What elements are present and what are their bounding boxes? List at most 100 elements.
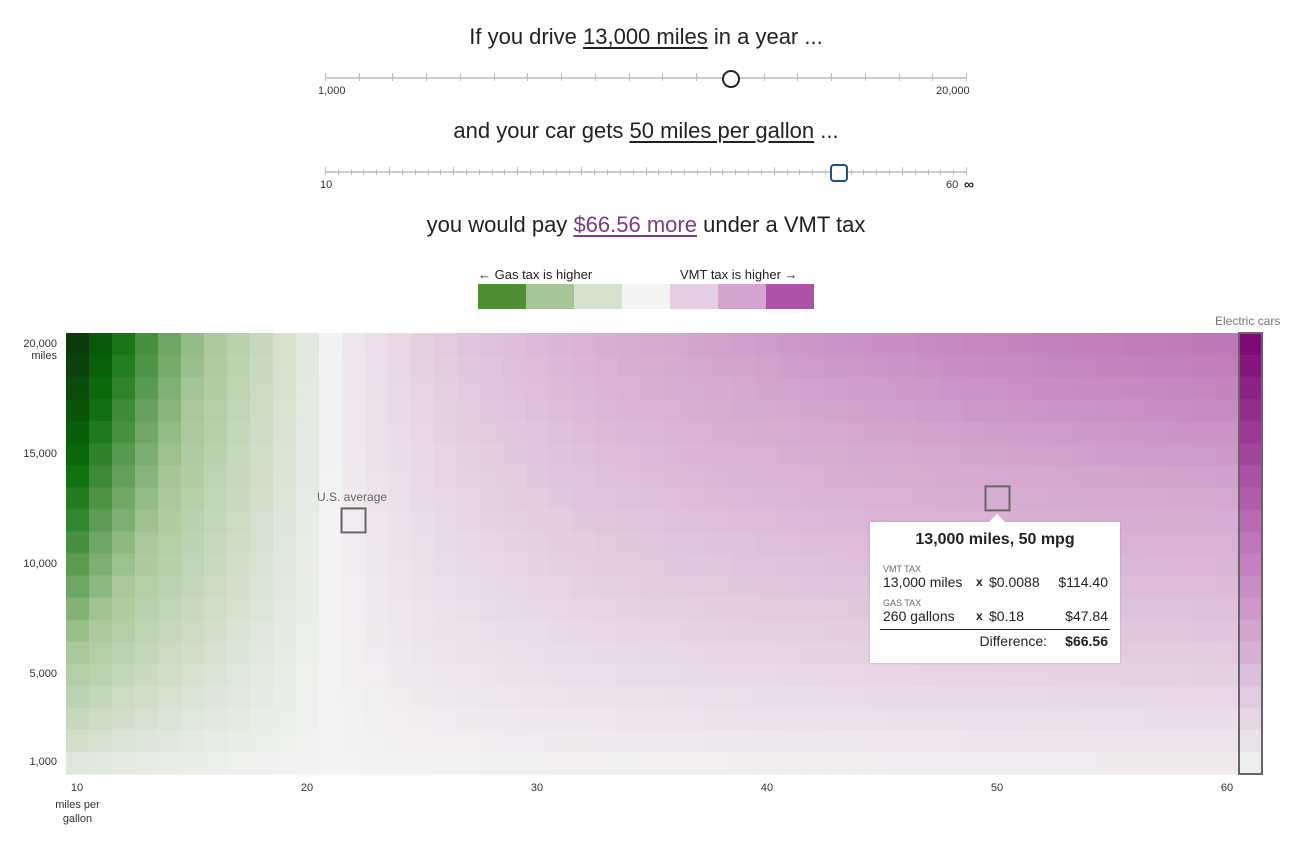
- heatmap-cell[interactable]: [733, 729, 757, 753]
- heatmap-cell[interactable]: [342, 641, 366, 665]
- heatmap-cell[interactable]: [549, 531, 573, 555]
- heatmap-cell[interactable]: [227, 553, 251, 577]
- heatmap-cell[interactable]: [273, 641, 297, 665]
- heatmap-cell[interactable]: [1147, 597, 1171, 621]
- heatmap-cell[interactable]: [135, 487, 159, 510]
- heatmap-cell[interactable]: [595, 465, 619, 488]
- heatmap-cell[interactable]: [480, 487, 504, 510]
- heatmap-cell[interactable]: [181, 487, 205, 510]
- heatmap-cell[interactable]: [733, 421, 757, 444]
- heatmap-cell[interactable]: [1216, 751, 1240, 775]
- heatmap-cell[interactable]: [411, 531, 435, 555]
- heatmap-cell[interactable]: [779, 509, 803, 533]
- heatmap-cell[interactable]: [1055, 487, 1079, 510]
- heatmap-cell[interactable]: [1170, 597, 1194, 621]
- heatmap-cell[interactable]: [641, 707, 665, 731]
- heatmap-cell[interactable]: [250, 465, 274, 488]
- heatmap-cell[interactable]: [388, 685, 412, 709]
- heatmap-cell[interactable]: [710, 399, 734, 422]
- heatmap-cell[interactable]: [181, 707, 205, 731]
- heatmap-cell[interactable]: [273, 509, 297, 533]
- heatmap-cell[interactable]: [986, 421, 1010, 444]
- heatmap-cell[interactable]: [549, 421, 573, 444]
- electric-cell[interactable]: [1239, 619, 1262, 643]
- heatmap-cell[interactable]: [733, 685, 757, 709]
- heatmap-cell[interactable]: [503, 597, 527, 621]
- heatmap-cell[interactable]: [1055, 663, 1079, 687]
- heatmap-cell[interactable]: [1170, 399, 1194, 422]
- heatmap-cell[interactable]: [296, 641, 320, 665]
- heatmap-cell[interactable]: [1216, 487, 1240, 510]
- heatmap-cell[interactable]: [940, 355, 964, 378]
- heatmap-cell[interactable]: [526, 355, 550, 378]
- heatmap-cell[interactable]: [802, 707, 826, 731]
- heatmap-cell[interactable]: [89, 531, 113, 555]
- heatmap-cell[interactable]: [388, 553, 412, 577]
- heatmap-cell[interactable]: [181, 399, 205, 422]
- heatmap-cell[interactable]: [434, 641, 458, 665]
- heatmap-cell[interactable]: [1009, 729, 1033, 753]
- heatmap-cell[interactable]: [1124, 355, 1148, 378]
- heatmap-cell[interactable]: [296, 377, 320, 400]
- heatmap-cell[interactable]: [204, 465, 228, 488]
- heatmap-cell[interactable]: [733, 399, 757, 422]
- heatmap-cell[interactable]: [1170, 465, 1194, 488]
- heatmap-cell[interactable]: [388, 487, 412, 510]
- heatmap-cell[interactable]: [1032, 751, 1056, 775]
- heatmap-cell[interactable]: [1124, 443, 1148, 466]
- heatmap-cell[interactable]: [135, 465, 159, 488]
- heatmap-cell[interactable]: [618, 487, 642, 510]
- heatmap-cell[interactable]: [227, 729, 251, 753]
- heatmap-cell[interactable]: [549, 619, 573, 643]
- heatmap-cell[interactable]: [618, 509, 642, 533]
- heatmap-cell[interactable]: [480, 553, 504, 577]
- heatmap-cell[interactable]: [158, 575, 182, 599]
- heatmap-cell[interactable]: [618, 751, 642, 775]
- heatmap-cell[interactable]: [687, 377, 711, 400]
- heatmap-cell[interactable]: [963, 333, 987, 356]
- heatmap-cell[interactable]: [434, 663, 458, 687]
- heatmap-cell[interactable]: [89, 421, 113, 444]
- heatmap-cell[interactable]: [411, 663, 435, 687]
- heatmap-cell[interactable]: [871, 707, 895, 731]
- heatmap-cell[interactable]: [503, 333, 527, 356]
- electric-cell[interactable]: [1239, 751, 1262, 775]
- heatmap-cell[interactable]: [526, 619, 550, 643]
- heatmap-cell[interactable]: [664, 553, 688, 577]
- heatmap-cell[interactable]: [963, 685, 987, 709]
- heatmap-cell[interactable]: [963, 443, 987, 466]
- heatmap-cell[interactable]: [503, 509, 527, 533]
- heatmap-cell[interactable]: [388, 707, 412, 731]
- heatmap-cell[interactable]: [457, 465, 481, 488]
- heatmap-cell[interactable]: [710, 487, 734, 510]
- heatmap-cell[interactable]: [802, 487, 826, 510]
- heatmap-cell[interactable]: [319, 685, 343, 709]
- heatmap-cell[interactable]: [434, 729, 458, 753]
- heatmap-cell[interactable]: [756, 487, 780, 510]
- heatmap-cell[interactable]: [1147, 553, 1171, 577]
- heatmap-cell[interactable]: [549, 399, 573, 422]
- heatmap-cell[interactable]: [1147, 729, 1171, 753]
- heatmap-cell[interactable]: [871, 399, 895, 422]
- heatmap-cell[interactable]: [549, 333, 573, 356]
- heatmap-cell[interactable]: [112, 333, 136, 356]
- heatmap-cell[interactable]: [526, 377, 550, 400]
- heatmap-cell[interactable]: [1147, 531, 1171, 555]
- heatmap-cell[interactable]: [89, 399, 113, 422]
- heatmap-cell[interactable]: [1032, 707, 1056, 731]
- heatmap-cell[interactable]: [687, 509, 711, 533]
- heatmap-cell[interactable]: [618, 685, 642, 709]
- heatmap-cell[interactable]: [227, 355, 251, 378]
- heatmap-cell[interactable]: [1170, 553, 1194, 577]
- electric-cell[interactable]: [1239, 531, 1262, 555]
- heatmap-cell[interactable]: [273, 443, 297, 466]
- heatmap-cell[interactable]: [503, 619, 527, 643]
- heatmap-cell[interactable]: [779, 399, 803, 422]
- heatmap-cell[interactable]: [963, 707, 987, 731]
- heatmap-cell[interactable]: [250, 707, 274, 731]
- heatmap-cell[interactable]: [457, 685, 481, 709]
- heatmap-cell[interactable]: [296, 553, 320, 577]
- heatmap-cell[interactable]: [1078, 377, 1102, 400]
- heatmap-cell[interactable]: [526, 553, 550, 577]
- heatmap-cell[interactable]: [66, 487, 90, 510]
